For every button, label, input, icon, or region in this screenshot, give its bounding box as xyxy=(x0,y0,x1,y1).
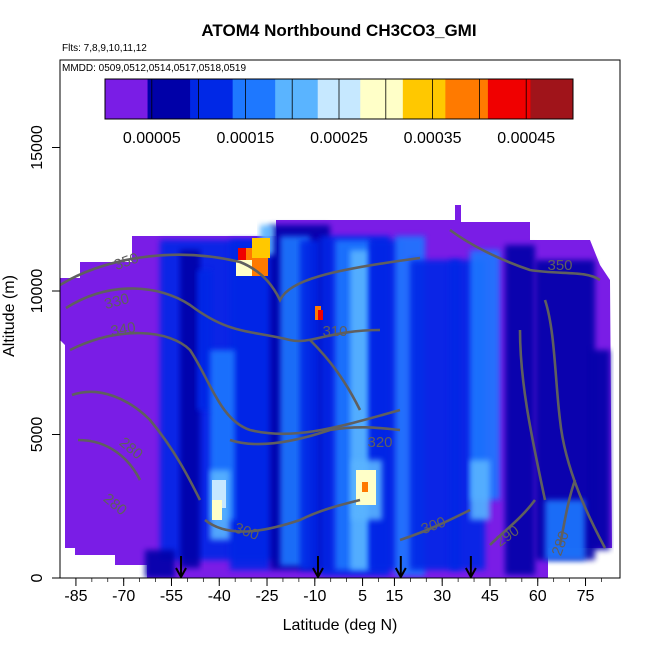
flight-arrowhead xyxy=(175,567,187,578)
x-tick-label: 45 xyxy=(481,588,499,605)
heat-block xyxy=(505,245,535,575)
contour-line xyxy=(518,329,547,501)
x-tick-label: 30 xyxy=(433,588,451,605)
contour-label: 320 xyxy=(367,434,392,451)
flight-arrowhead xyxy=(394,567,407,578)
colorbar-segment xyxy=(232,79,276,119)
heat-block xyxy=(590,350,610,550)
heat-block xyxy=(300,240,320,570)
heat-block xyxy=(470,250,500,500)
contour-line xyxy=(309,339,362,411)
contour-line xyxy=(489,499,537,546)
x-tick-label: -55 xyxy=(160,588,183,605)
contour-line xyxy=(65,287,381,343)
colorbar-segment xyxy=(105,79,149,119)
flight-arrowhead xyxy=(464,567,477,578)
contour-line xyxy=(77,438,142,481)
plot-frame xyxy=(59,59,621,579)
heat-hotspot xyxy=(212,500,222,520)
x-tick-label: -40 xyxy=(208,588,231,605)
contour-line xyxy=(60,253,421,303)
contour-line xyxy=(543,299,607,549)
x-tick-label: -25 xyxy=(255,588,278,605)
heat-block xyxy=(230,240,270,570)
colorbar-tick-label: 0.00045 xyxy=(497,130,555,147)
colorbar-tick-label: 0.00035 xyxy=(404,130,462,147)
x-tick-label: -10 xyxy=(303,588,326,605)
heat-hotspot xyxy=(362,482,368,492)
contour-label: 340 xyxy=(109,319,137,340)
contour-line xyxy=(229,425,401,446)
colorbar-segment xyxy=(402,79,446,119)
colorbar-tick-label: 0.00015 xyxy=(216,130,274,147)
colorbar-segment xyxy=(190,79,234,119)
colorbar-segment xyxy=(445,79,489,119)
contour-label: 330 xyxy=(103,290,132,313)
colorbar: 0.00005 0.00015 0.00025 0.00035 0.00045 xyxy=(104,78,574,147)
colorbar-tick-label: 0.00005 xyxy=(123,130,181,147)
heat-block xyxy=(197,270,212,410)
heat-block xyxy=(145,550,175,578)
axes: -85 -70 -55 -40 -25 -10 5 15 30 45 60 75 0 5000 10000 1… xyxy=(29,125,602,605)
contour-line xyxy=(71,390,202,501)
y-tick-label: 0 xyxy=(29,573,46,582)
x-axis-label: Latitude (deg N) xyxy=(283,617,398,634)
contour-line xyxy=(399,508,471,542)
y-axis-label: Altitude (m) xyxy=(1,275,18,357)
x-tick-label: 75 xyxy=(577,588,595,605)
contour-label: 310 xyxy=(322,323,347,340)
y-tick-label: 10000 xyxy=(29,269,46,314)
heat-hotspot xyxy=(236,260,252,276)
colorbar-segment xyxy=(275,79,319,119)
x-tick-label: 15 xyxy=(386,588,404,605)
contour-label: 350 xyxy=(547,257,572,274)
heat-block xyxy=(545,500,585,560)
x-tick-label: 60 xyxy=(529,588,547,605)
colorbar-segment xyxy=(487,79,531,119)
y-tick-label: 5000 xyxy=(29,417,46,453)
dates-subtitle: MMDD: 0509,0512,0514,0517,0518,0519 xyxy=(62,63,246,74)
colorbar-segment xyxy=(147,79,191,119)
colorbar-segment xyxy=(360,79,404,119)
colorbar-segment xyxy=(530,79,574,119)
flights-subtitle: Flts: 7,8,9,10,11,12 xyxy=(62,43,147,54)
contour-line xyxy=(69,331,401,436)
contour-line xyxy=(558,479,577,546)
heat-hotspot xyxy=(238,248,246,260)
colorbar-tick-label: 0.00025 xyxy=(310,130,368,147)
x-tick-label: -85 xyxy=(64,588,87,605)
contour-line xyxy=(204,498,361,533)
chart-title: ATOM4 Northbound CH3CO3_GMI xyxy=(201,21,476,40)
contour-line xyxy=(449,228,601,282)
flight-arrowhead xyxy=(312,567,324,578)
heat-hotspot xyxy=(252,238,270,258)
y-tick-label: 15000 xyxy=(29,125,46,170)
heat-block xyxy=(470,460,490,520)
heat-hotspot xyxy=(318,310,323,320)
x-tick-label: 5 xyxy=(358,588,367,605)
x-tick-label: -70 xyxy=(112,588,135,605)
